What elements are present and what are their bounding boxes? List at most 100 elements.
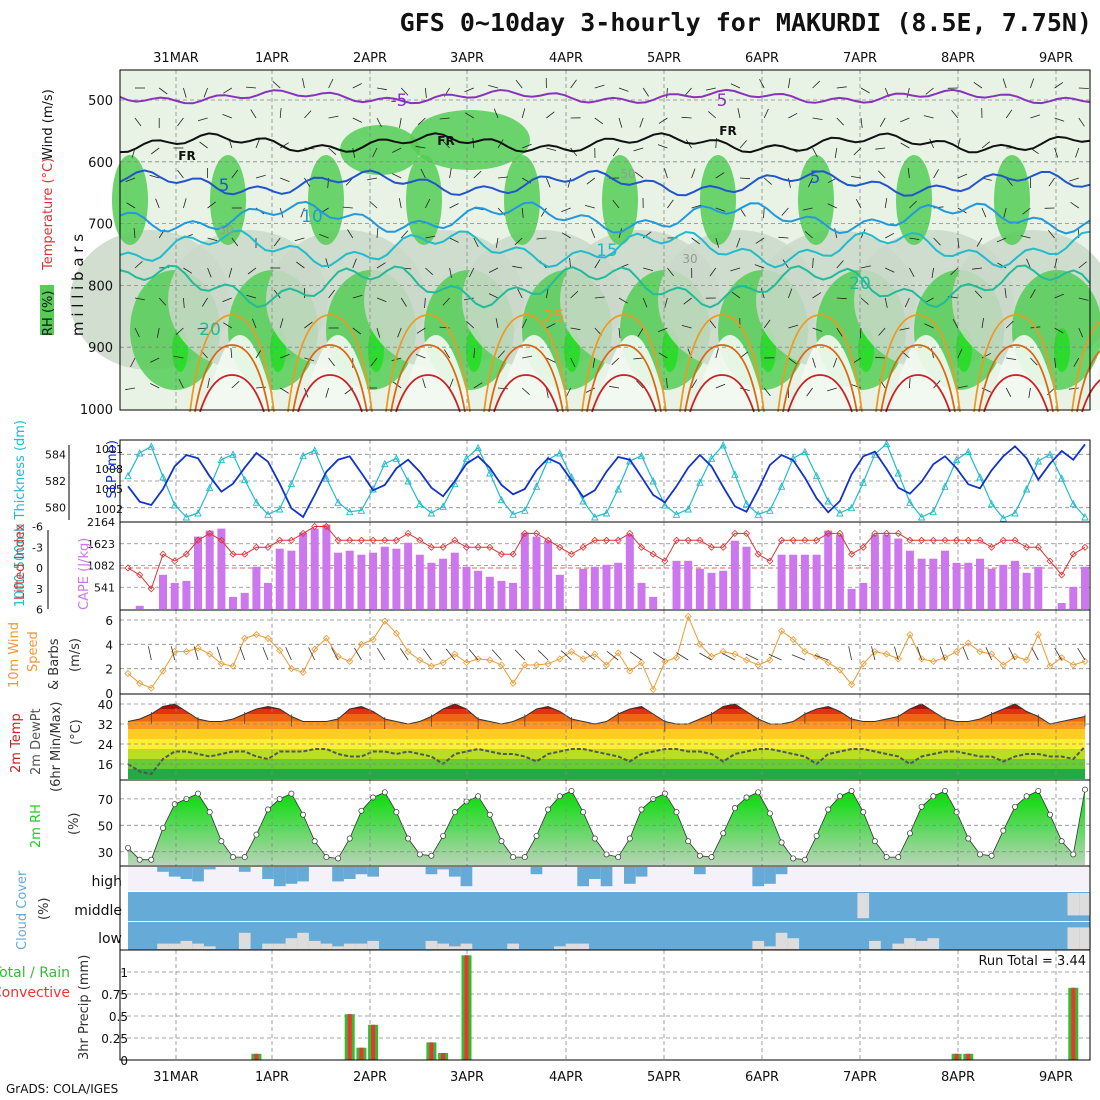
wind-barb-10m [916,646,922,661]
wind-barb [909,377,911,389]
wind-barb [1054,82,1064,89]
cape-bar [170,582,179,609]
temp-band [128,714,1085,722]
wind-barb [763,387,771,397]
rh-shading-green [700,155,736,245]
wind-speed-point [1023,656,1031,664]
cloud-high-bar [460,867,473,887]
isotherm-warm-arch [684,344,760,413]
wind-speed-point [766,656,774,664]
wind-barb-10m [239,646,246,661]
wind-barb [633,147,644,152]
precip-convective-bar [441,1053,446,1060]
wind-speed-point [567,648,576,656]
rh-shading-green [406,155,442,245]
wind-barb [859,327,862,339]
wind-barb [612,147,620,157]
wind-barb [540,207,547,217]
rh-shading-green [896,155,932,245]
li-point [1081,543,1089,551]
cloud-low-gap [1067,927,1080,949]
li-point [707,543,716,551]
cloud-high-bar [297,867,309,882]
contour-label: 25 [543,307,565,327]
wind-barb [197,327,208,330]
li-point [1023,543,1031,551]
wind-barb [449,203,459,209]
thickness-point [299,451,307,460]
y-axis-label-rh-unit: (%) [67,813,82,836]
wind-barb [328,115,339,119]
thickness-point [707,454,716,462]
rh2m-point [801,856,808,863]
wind-barb [763,319,771,329]
cape-bar [952,562,961,609]
li-point [859,543,867,551]
thickness-point [812,471,821,480]
li-point [719,543,727,551]
wind-barb [759,79,765,89]
cape-bar [287,550,296,609]
wind-barb [415,145,426,149]
wind-barb-10m [629,651,642,661]
y-axis-label-pressure: m i l l i b a r s [69,234,87,336]
wind-barb [664,297,668,308]
wind-speed-point [626,667,634,675]
cape-bar [999,564,1008,609]
cape-bar [474,570,483,609]
isotherm-warm-arch [885,374,951,413]
wind-barb [855,199,862,209]
boundary-layer-arch [401,335,471,410]
y-axis-label-wind-1: 10m Wind [7,622,22,688]
y-tick-label-rh: 50 [98,819,113,833]
wind-barb [1005,177,1013,187]
cape-bar [450,552,459,609]
rh2m-point [253,831,260,838]
isotherm-20 [119,264,1091,309]
wind-barb [222,114,232,119]
wind-barb [417,117,426,126]
wind-speed-point [544,660,552,668]
legend-convective: Convective [0,985,70,1001]
wind-barb [177,117,184,127]
y-axis-label-slp: SLP (mb) [105,440,120,499]
wind-barb [352,147,356,158]
thickness-point [777,482,786,490]
cloud-low-gap [775,932,788,949]
cloud-high-bar [285,867,298,884]
cape-bar [229,596,237,609]
wind-barb [1026,258,1031,269]
wind-barb [929,138,934,149]
wind-barb [736,237,741,248]
x-tick-label-bottom: 7APR [843,1070,877,1085]
wind-barb [231,237,239,247]
cape-bar [812,554,821,609]
cape-bar [590,566,599,609]
wind-barb [709,319,717,329]
wind-barb [328,289,335,299]
wind-barb [497,176,508,179]
isotherm-warm-arch [292,344,368,413]
boundary-layer-arch [205,335,275,410]
contour-label: -5 [391,91,408,111]
x-tick-label-bottom: 5APR [647,1070,681,1085]
contour-label: 5 [219,176,230,196]
precip-convective-bar [464,955,469,1060]
thickness-point [381,459,389,468]
cloud-high-bar [203,867,216,870]
y-axis-label-temp-2: 2m DewPt [29,708,44,775]
contour-label: 50 [620,167,635,181]
wind-speed-point [801,648,809,656]
x-tick-label-top: 7APR [843,51,877,66]
li-point [206,529,214,537]
thickness-point [649,476,657,485]
thickness-point [661,500,669,509]
cloud-level-label: middle [74,903,122,919]
li-point [1069,550,1077,558]
wind-barb [546,147,557,151]
temp-band [128,704,1085,709]
wind-barb [376,227,379,239]
wind-speed-point [556,655,564,663]
precip-frame [119,949,1091,1061]
wind-barb-10m [491,649,502,661]
